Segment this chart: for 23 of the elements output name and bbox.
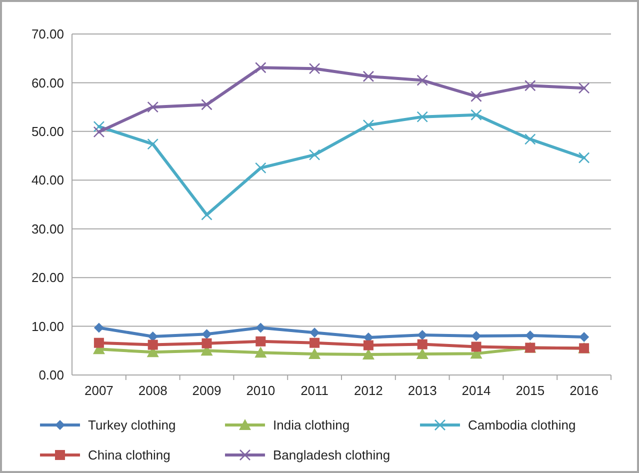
y-tick-label: 60.00	[31, 75, 64, 90]
x-tick-label: 2016	[570, 383, 599, 398]
legend-label: China clothing	[88, 448, 170, 463]
y-tick-label: 20.00	[31, 270, 64, 286]
y-tick-label: 70.00	[31, 26, 64, 42]
y-tick-label: 50.00	[31, 124, 64, 139]
y-tick-label: 30.00	[31, 221, 64, 236]
x-tick-label: 2009	[192, 383, 222, 398]
x-tick-label: 2013	[408, 383, 437, 398]
y-tick-label: 40.00	[31, 172, 64, 188]
legend-label: Cambodia clothing	[468, 418, 576, 433]
y-tick-label: 0.00	[38, 368, 64, 383]
x-tick-label: 2014	[462, 383, 491, 398]
y-tick-label: 10.00	[31, 318, 64, 334]
legend-label: India clothing	[273, 418, 350, 433]
x-tick-label: 2012	[354, 383, 383, 398]
legend-label: Bangladesh clothing	[273, 448, 390, 463]
x-tick-label: 2010	[246, 383, 276, 398]
legend-label: Turkey clothing	[88, 418, 176, 433]
x-tick-label: 2011	[300, 383, 329, 398]
x-tick-label: 2008	[138, 383, 168, 398]
x-tick-label: 2007	[84, 383, 114, 398]
x-tick-label: 2015	[516, 383, 545, 398]
